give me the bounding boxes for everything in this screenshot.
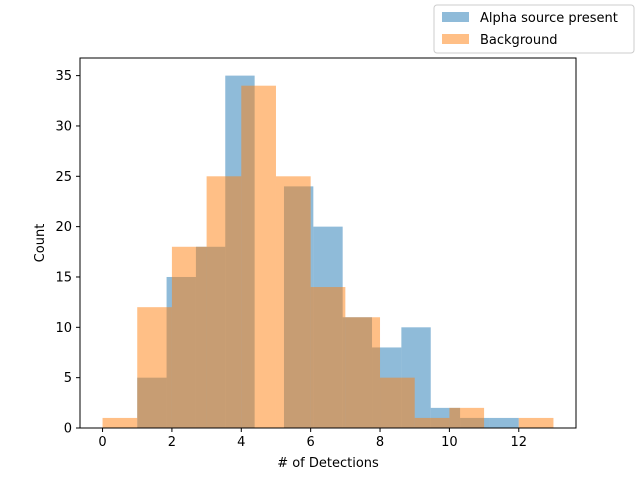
legend-label-background: Background: [480, 33, 558, 48]
y-tick-label: 10: [55, 321, 72, 336]
bar-series1-bin8: [380, 377, 415, 428]
legend-frame: [433, 4, 635, 54]
y-tick-label: 35: [55, 69, 72, 84]
y-axis-label: Count: [33, 224, 48, 263]
x-tick-label: 12: [510, 435, 527, 450]
x-tick-label: 10: [441, 435, 458, 450]
y-tick-label: 20: [55, 220, 72, 235]
x-tick-label: 4: [237, 435, 245, 450]
bar-series1-bin5: [275, 176, 311, 428]
bar-series1-bin7: [345, 317, 381, 428]
x-tick-label: 2: [168, 435, 176, 450]
y-tick-label: 0: [64, 422, 72, 437]
y-tick-label: 30: [55, 119, 72, 134]
legend-swatch-background: [442, 34, 469, 44]
bar-series1-bin6: [310, 287, 346, 428]
x-tick-label: 8: [376, 435, 384, 450]
bar-series1-bin4: [241, 85, 276, 428]
y-tick-label: 25: [55, 170, 72, 185]
bar-series0-bin12: [489, 417, 519, 428]
y-axis-ticks: 0 5 10 15 20 25 30 35: [55, 69, 80, 437]
bar-series1-bin12: [518, 417, 554, 428]
bar-series1-bin0: [102, 417, 138, 428]
x-axis-label: # of Detections: [277, 456, 379, 471]
legend: Alpha source present Background: [433, 4, 635, 54]
y-tick-label: 5: [64, 371, 72, 386]
legend-swatch-alpha: [442, 12, 469, 22]
bar-series1-bin10: [449, 407, 485, 428]
bar-series1-bin1: [137, 307, 172, 428]
series-1-bars: [102, 85, 554, 428]
y-tick-label: 15: [55, 270, 72, 285]
x-tick-label: 6: [307, 435, 315, 450]
plot-frame: [79, 57, 577, 429]
bar-series1-bin9: [414, 417, 450, 428]
bars-layer: [102, 75, 554, 428]
bar-series1-bin3: [206, 176, 242, 428]
x-tick-label: 0: [98, 435, 106, 450]
legend-label-alpha: Alpha source present: [480, 11, 618, 26]
x-axis-ticks: 0 2 4 6 8 10 12: [98, 428, 527, 450]
bar-series1-bin2: [171, 246, 207, 428]
